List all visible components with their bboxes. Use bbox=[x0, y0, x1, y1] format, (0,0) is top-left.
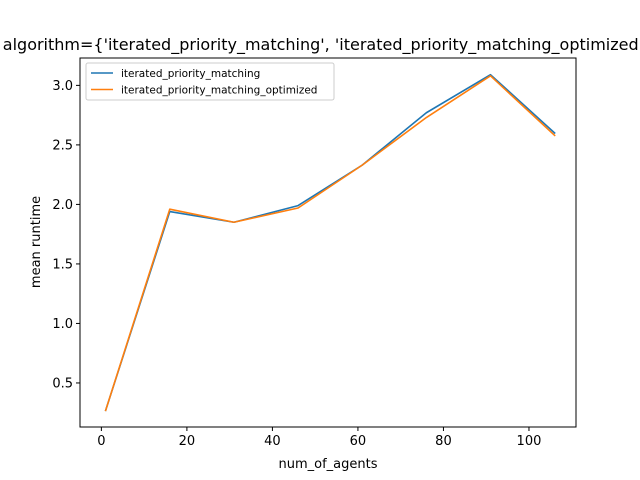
legend-label: iterated_priority_matching_optimized bbox=[121, 84, 317, 96]
y-tick-label: 0.5 bbox=[52, 376, 73, 391]
y-axis-label: mean runtime bbox=[29, 196, 44, 288]
plot-area-frame bbox=[79, 57, 577, 428]
y-tick-label: 1.5 bbox=[52, 257, 73, 272]
legend-box bbox=[85, 62, 335, 101]
y-tick-label: 2.5 bbox=[52, 138, 73, 153]
x-tick-label: 80 bbox=[435, 434, 452, 449]
x-axis-label: num_of_agents bbox=[279, 457, 378, 472]
x-tick-label: 40 bbox=[264, 434, 281, 449]
x-axis-ticks: 0 20 40 60 80 100 bbox=[97, 427, 541, 449]
y-axis-ticks: 0.5 1.0 1.5 2.0 2.5 3.0 bbox=[52, 79, 80, 391]
series-line-iterated-priority-matching-optimized bbox=[104, 75, 556, 412]
y-tick-label: 3.0 bbox=[52, 79, 73, 94]
legend: iterated_priority_matching iterated_prior… bbox=[85, 62, 335, 101]
x-tick-label: 0 bbox=[97, 434, 105, 449]
y-tick-label: 1.0 bbox=[52, 317, 73, 332]
series-line-iterated-priority-matching bbox=[104, 73, 556, 412]
y-tick-label: 2.0 bbox=[52, 198, 73, 213]
chart-title: algorithm={'iterated_priority_matching',… bbox=[3, 35, 640, 55]
series-layer bbox=[104, 73, 556, 412]
legend-label: iterated_priority_matching bbox=[121, 68, 260, 80]
x-tick-label: 100 bbox=[517, 434, 542, 449]
x-tick-label: 60 bbox=[350, 434, 367, 449]
x-tick-label: 20 bbox=[179, 434, 196, 449]
